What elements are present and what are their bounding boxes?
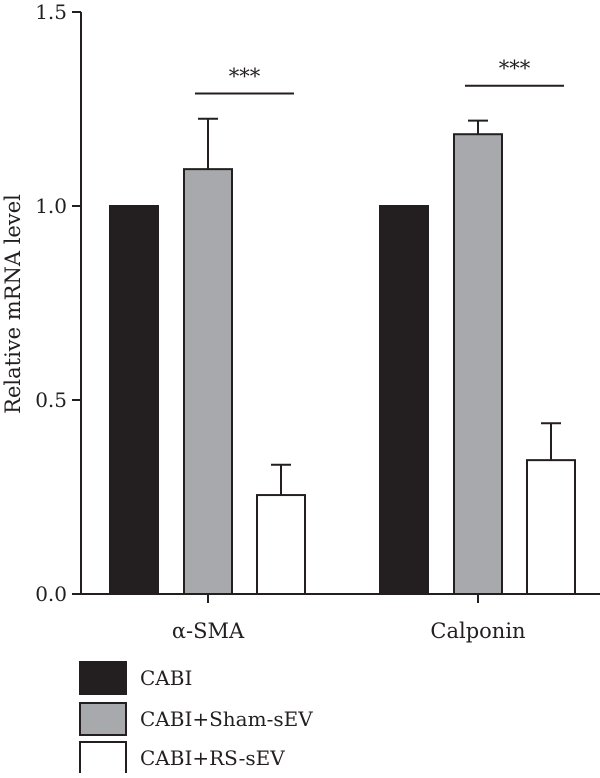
significance-label: *** [229, 64, 261, 88]
error-bars [198, 117, 561, 496]
legend-label: CABI [140, 666, 192, 690]
legend-swatch [79, 702, 127, 736]
legend-label: CABI+Sham-sEV [140, 707, 313, 731]
bar [256, 494, 306, 595]
y-axis-title: Relative mRNA level [1, 194, 25, 414]
legend-swatch [79, 661, 127, 695]
significance-label: *** [499, 57, 531, 81]
legend-swatch [79, 741, 127, 775]
legend-label: CABI+RS-sEV [140, 746, 285, 770]
x-category-label: α-SMA [172, 619, 245, 643]
bar [379, 205, 429, 595]
bar [453, 133, 503, 595]
y-tick-label: 1.5 [35, 0, 67, 24]
x-category-label: Calponin [430, 619, 525, 643]
y-tick-label: 0.5 [35, 388, 67, 412]
bar [183, 168, 233, 595]
y-tick-label: 1.0 [35, 194, 67, 218]
y-tick-label: 0.0 [35, 582, 67, 606]
legend: CABI CABI+Sham-sEV CABI+RS-sEV [79, 661, 313, 775]
bars [109, 133, 576, 596]
axes: 0.0 0.5 1.0 1.5 α-SMA Calponin [35, 0, 600, 643]
bar [109, 205, 159, 595]
bar [526, 459, 576, 596]
significance-annotations: *** *** [195, 57, 564, 95]
